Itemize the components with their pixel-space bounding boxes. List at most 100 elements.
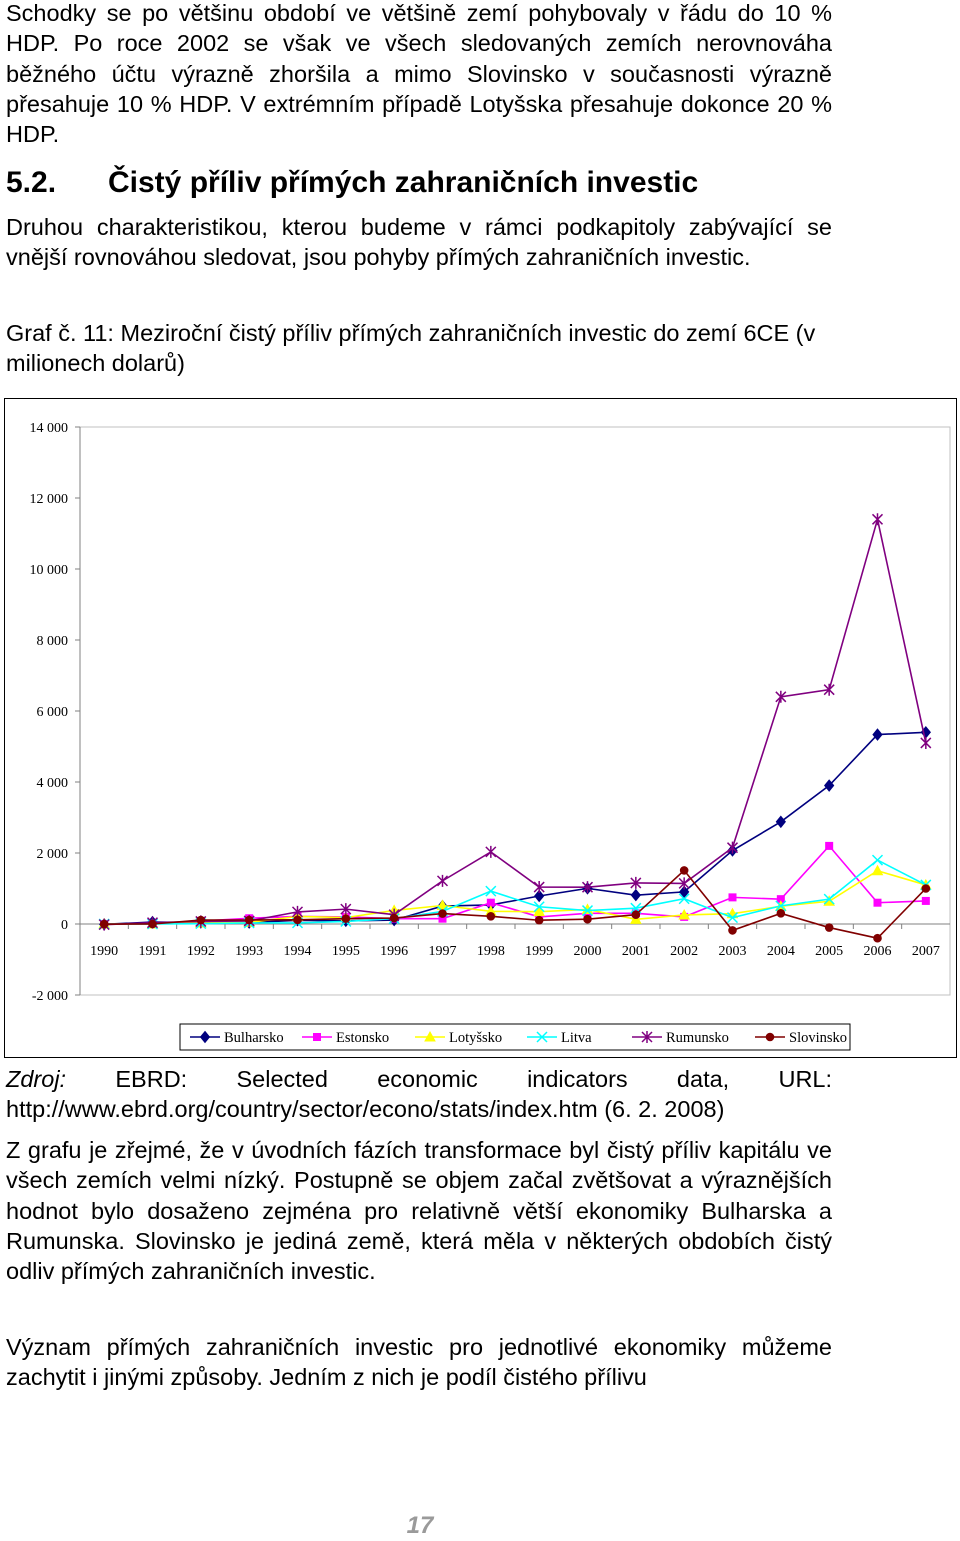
data-point-bulharsko [872, 728, 883, 741]
data-point-estonsko [486, 898, 495, 907]
legend-label-bulharsko: Bulharsko [224, 1030, 284, 1046]
fdi-line-chart: -2 000 0 2 000 4 000 6 000 8 000 10 000 12 000 1… [30, 421, 951, 1051]
data-point-slovinsko [873, 933, 882, 943]
x-tick-label: 2005 [815, 944, 843, 959]
data-point-estonsko [825, 841, 834, 850]
series-line-estonsko [104, 844, 926, 925]
data-point-litva [775, 900, 787, 912]
data-point-rumunsko [436, 874, 449, 887]
data-point-rumunsko [871, 513, 884, 526]
data-point-estonsko [921, 896, 930, 905]
data-point-slovinsko [631, 910, 641, 919]
data-point-bulharsko [679, 885, 690, 899]
data-point-slovinsko [534, 915, 544, 925]
y-tick-label: 2 000 [37, 847, 69, 862]
data-point-slovinsko [196, 915, 206, 925]
data-point-litva [533, 901, 545, 913]
x-tick-label: 2006 [864, 944, 892, 959]
legend-marker-litva [536, 1031, 548, 1043]
data-point-slovinsko [148, 919, 157, 929]
x-tick-label: 1995 [332, 944, 360, 959]
legend-label-estonsko: Estonsko [336, 1030, 389, 1046]
data-point-rumunsko [630, 876, 642, 889]
data-point-slovinsko [389, 913, 399, 923]
y-tick-label: 14 000 [30, 421, 69, 436]
y-tick-label: 4 000 [37, 776, 69, 791]
legend-label-rumunsko: Rumunsko [666, 1030, 729, 1046]
data-point-litva [485, 885, 497, 897]
page-number: 17 [406, 1512, 434, 1539]
source-note: Zdroj: EBRD: Selected economic indicator… [6, 1064, 832, 1125]
x-tick-label: 2007 [912, 944, 940, 959]
data-point-slovinsko [824, 923, 834, 932]
data-point-slovinsko [776, 909, 786, 918]
data-point-lotyssko [678, 908, 691, 920]
data-point-rumunsko [726, 841, 739, 854]
source-label: Zdroj: [6, 1066, 67, 1092]
series-line-rumunsko [104, 519, 927, 926]
data-point-rumunsko [340, 903, 352, 916]
data-point-litva [581, 905, 594, 917]
final-paragraph: Význam přímých zahraničních investic pro… [6, 1334, 832, 1391]
data-point-rumunsko [581, 881, 594, 894]
data-point-slovinsko [679, 866, 689, 875]
data-point-lotyssko [823, 895, 836, 906]
section-number: 5.2. [6, 166, 57, 199]
y-tick-label: 6 000 [37, 705, 69, 720]
legend-label-lotyssko: Lotyšsko [449, 1030, 502, 1046]
conclusion-paragraph: Z grafu je zřejmé, že v úvodních fázích … [6, 1137, 832, 1285]
y-tick-label: 8 000 [37, 634, 69, 649]
x-tick-label: 2000 [574, 944, 602, 959]
data-point-bulharsko [775, 815, 786, 829]
series-line-lotyssko [104, 869, 927, 925]
x-tick-label: 1996 [380, 944, 408, 959]
data-point-rumunsko [533, 881, 545, 894]
y-tick-label: -2 000 [32, 989, 68, 1004]
data-point-rumunsko [678, 877, 690, 890]
figure-caption: Graf č. 11: Meziroční čistý příliv přímý… [6, 320, 816, 377]
y-tick-label: 0 [61, 918, 68, 933]
x-tick-label: 2002 [670, 944, 698, 959]
x-tick-label: 1999 [525, 944, 553, 959]
data-point-litva [823, 893, 835, 905]
x-tick-label: 1998 [477, 944, 505, 959]
data-point-rumunsko [485, 845, 497, 858]
x-tick-label: 1992 [187, 944, 215, 959]
legend-label-slovinsko: Slovinsko [789, 1030, 847, 1046]
data-point-bulharsko [824, 779, 835, 792]
section-paragraph: Druhou charakteristikou, kterou budeme v… [6, 214, 832, 271]
y-tick-label: 10 000 [30, 563, 69, 578]
section-heading: 5.2. Čistý příliv přímých zahraničních in… [6, 163, 906, 203]
data-point-litva [726, 912, 739, 924]
legend-marker-slovinsko [765, 1032, 775, 1042]
legend-marker-bulharsko [199, 1030, 211, 1044]
data-point-estonsko [873, 898, 882, 907]
y-tick-label: 12 000 [30, 492, 69, 507]
data-point-slovinsko [583, 914, 592, 924]
data-point-slovinsko [99, 919, 109, 929]
intro-paragraph: Schodky se po většinu období ve většině … [6, 0, 832, 148]
legend-marker-estonsko [313, 1033, 321, 1041]
data-point-slovinsko [293, 915, 302, 925]
data-point-slovinsko [486, 912, 496, 921]
x-tick-label: 2004 [767, 944, 795, 959]
source-text: EBRD: Selected economic indicators data,… [6, 1066, 833, 1123]
series-line-litva [104, 859, 927, 925]
x-tick-label: 1990 [90, 944, 118, 959]
data-point-lotyssko [871, 864, 884, 876]
x-tick-label: 1991 [139, 944, 167, 959]
series-line-bulharsko [104, 731, 926, 926]
legend-marker-lotyssko [424, 1030, 436, 1042]
data-point-rumunsko [775, 690, 787, 703]
data-point-rumunsko [920, 736, 932, 749]
data-point-bulharsko [630, 888, 641, 902]
chart-frame: -2 000 0 2 000 4 000 6 000 8 000 10 000 12 000 1… [4, 398, 957, 1058]
data-point-slovinsko [921, 884, 931, 893]
data-point-litva [678, 893, 690, 905]
data-point-litva [871, 854, 884, 866]
data-point-bulharsko [534, 889, 545, 903]
data-point-slovinsko [438, 909, 447, 918]
legend-box [179, 1023, 851, 1051]
data-point-slovinsko [341, 914, 351, 923]
